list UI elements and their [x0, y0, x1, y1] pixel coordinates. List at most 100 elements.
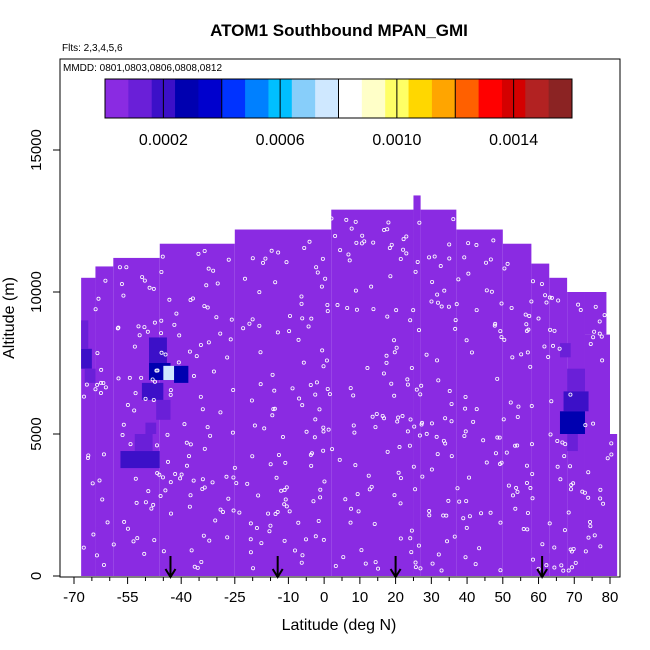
sample-point	[427, 513, 432, 518]
sample-point	[557, 346, 562, 351]
sample-point	[161, 549, 166, 554]
field-column	[456, 229, 503, 576]
sample-point	[215, 281, 220, 286]
sample-point	[313, 534, 318, 539]
sample-point	[499, 335, 504, 340]
sample-point	[471, 419, 476, 424]
chart-title: ATOM1 Southbound MPAN_GMI	[210, 21, 468, 40]
field-column	[584, 434, 618, 576]
sample-point	[382, 416, 387, 421]
sample-point	[327, 392, 332, 397]
sample-point	[345, 305, 350, 310]
x-tick-label: 40	[459, 589, 476, 606]
sample-point	[529, 299, 534, 304]
sample-point	[562, 528, 567, 533]
sample-point	[250, 317, 255, 322]
sample-point	[530, 496, 535, 501]
sample-point	[548, 327, 553, 332]
sample-point	[435, 292, 440, 297]
sample-point	[208, 433, 213, 438]
sample-point	[401, 247, 406, 252]
sample-point	[413, 487, 418, 492]
sample-point	[81, 545, 86, 550]
sample-point	[268, 462, 273, 467]
sample-point	[353, 219, 358, 224]
sample-point	[417, 433, 422, 438]
sample-point	[362, 239, 367, 244]
sample-point	[443, 416, 448, 421]
sample-point	[385, 449, 390, 454]
data-cell	[567, 434, 578, 452]
sample-point	[159, 318, 164, 323]
sample-point	[605, 456, 610, 461]
sample-point	[276, 452, 281, 457]
sample-point	[578, 308, 583, 313]
sample-point	[125, 403, 130, 408]
sample-point	[387, 245, 392, 250]
colorbar-swatch	[221, 79, 246, 118]
field-column	[113, 257, 160, 576]
sample-point	[416, 328, 421, 333]
colorbar-swatch	[338, 79, 363, 118]
sample-point	[376, 566, 381, 571]
sample-point	[254, 526, 259, 531]
sample-point	[461, 516, 466, 521]
sample-point	[155, 368, 160, 373]
x-tick-label: 10	[352, 589, 369, 606]
sample-point	[132, 408, 137, 413]
sample-point	[187, 504, 192, 509]
sample-point	[329, 216, 334, 221]
sample-point	[479, 511, 484, 516]
sample-point	[457, 499, 462, 504]
sample-point	[353, 463, 358, 468]
sample-point	[597, 331, 602, 336]
sample-point	[142, 278, 147, 283]
sample-point	[588, 524, 593, 529]
sample-point	[346, 252, 351, 257]
sample-point	[568, 487, 573, 492]
sample-point	[493, 451, 498, 456]
sample-point	[95, 382, 100, 387]
sample-point	[592, 533, 597, 538]
sample-point	[359, 548, 364, 553]
sample-point	[248, 537, 253, 542]
sample-point	[449, 401, 454, 406]
sample-point	[284, 485, 289, 490]
sample-point	[245, 481, 250, 486]
sample-point	[322, 479, 327, 484]
sample-point	[547, 521, 552, 526]
sample-point	[373, 425, 378, 430]
sample-point	[528, 486, 533, 491]
sample-point	[85, 455, 90, 460]
sample-point	[168, 392, 173, 397]
sample-point	[436, 378, 441, 383]
sample-point	[143, 500, 148, 505]
sample-point	[272, 406, 277, 411]
sample-point	[147, 285, 152, 290]
sample-point	[204, 283, 209, 288]
arrow-head	[271, 568, 284, 579]
colorbar-tick-label: 0.0014	[489, 132, 538, 149]
arrow-head	[164, 568, 177, 579]
sample-point	[396, 470, 401, 475]
sample-point	[566, 568, 571, 573]
colorbar-swatch	[525, 79, 550, 118]
sample-point	[225, 355, 230, 360]
sample-point	[462, 433, 467, 438]
sample-point	[101, 452, 106, 457]
sample-point	[91, 532, 96, 537]
sample-point	[484, 260, 489, 265]
sample-point	[258, 382, 263, 387]
x-axis-label: Latitude (deg N)	[282, 617, 397, 634]
y-tick-label: 0	[28, 572, 45, 580]
plot-area	[59, 58, 621, 579]
sample-point	[354, 240, 359, 245]
sample-point	[474, 243, 479, 248]
sample-point	[397, 445, 402, 450]
sample-point	[598, 544, 603, 549]
sample-point	[356, 509, 361, 514]
sample-point	[151, 397, 156, 402]
sample-point	[184, 463, 189, 468]
sample-point	[570, 565, 575, 570]
sample-point	[96, 296, 101, 301]
